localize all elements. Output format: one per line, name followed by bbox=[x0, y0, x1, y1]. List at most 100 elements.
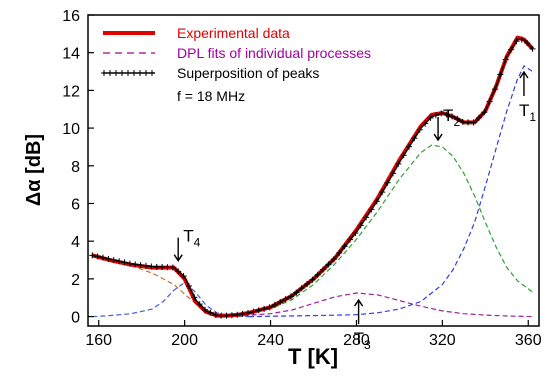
x-ticks: 160 200 240 280 320 360 bbox=[85, 320, 542, 349]
legend-plus-point bbox=[143, 70, 149, 76]
superposition-point bbox=[234, 311, 241, 318]
legend-plus-point bbox=[113, 70, 119, 76]
superposition-point bbox=[304, 280, 311, 287]
superposition-point bbox=[212, 312, 219, 319]
superposition-point bbox=[320, 266, 327, 273]
y-tick-label: 0 bbox=[71, 310, 80, 327]
superposition-point bbox=[432, 112, 439, 119]
superposition-point bbox=[153, 263, 160, 270]
superposition-point bbox=[196, 301, 203, 308]
superposition-point bbox=[250, 308, 257, 315]
superposition-point bbox=[497, 71, 504, 78]
superposition-point bbox=[341, 243, 348, 250]
superposition-point bbox=[169, 264, 176, 271]
superposition-point bbox=[293, 289, 300, 296]
plot-frame bbox=[87, 14, 540, 327]
series-superposition-line bbox=[92, 38, 534, 317]
series-fit-line-5 bbox=[249, 65, 533, 318]
superposition-point bbox=[389, 170, 396, 177]
y-tick-label: 2 bbox=[71, 272, 80, 289]
x-tick-label: 240 bbox=[257, 332, 284, 349]
superposition-point bbox=[400, 152, 407, 159]
legend-label-experimental: Experimental data bbox=[177, 25, 290, 41]
superposition-point bbox=[309, 276, 316, 283]
superposition-point bbox=[89, 252, 96, 259]
superposition-point bbox=[486, 98, 493, 105]
superposition-point bbox=[223, 312, 230, 319]
superposition-point bbox=[239, 310, 246, 317]
y-tick-label: 4 bbox=[71, 234, 80, 251]
superposition-point bbox=[502, 56, 509, 63]
superposition-point bbox=[325, 261, 332, 268]
superposition-point bbox=[142, 262, 149, 269]
superposition-point bbox=[508, 46, 515, 53]
superposition-point bbox=[470, 119, 477, 126]
superposition-point bbox=[266, 304, 273, 311]
superposition-point bbox=[373, 198, 380, 205]
y-axis-title: Δα [dB] bbox=[23, 134, 45, 206]
superposition-point bbox=[100, 254, 107, 261]
series-fit-line-1 bbox=[92, 254, 250, 318]
superposition-point bbox=[164, 264, 171, 271]
superposition-point bbox=[449, 113, 456, 120]
superposition-point bbox=[513, 38, 520, 45]
y-tick-label: 16 bbox=[62, 8, 80, 25]
superposition-point bbox=[121, 259, 128, 266]
arrow-down-icon bbox=[433, 117, 443, 142]
superposition-point bbox=[244, 309, 251, 316]
superposition-point bbox=[352, 230, 359, 237]
superposition-point bbox=[443, 111, 450, 118]
superposition-point bbox=[277, 299, 284, 306]
superposition-point bbox=[336, 249, 343, 256]
superposition-point bbox=[518, 36, 525, 43]
series-superposition-markers bbox=[89, 36, 536, 319]
arrow-up-icon bbox=[354, 298, 364, 325]
superposition-point bbox=[368, 206, 375, 213]
x-tick-label: 200 bbox=[171, 332, 198, 349]
superposition-point bbox=[180, 273, 187, 280]
x-tick-label: 360 bbox=[515, 332, 542, 349]
superposition-point bbox=[287, 293, 294, 300]
superposition-point bbox=[357, 222, 364, 229]
legend-plus-point bbox=[125, 70, 131, 76]
superposition-point bbox=[395, 160, 402, 167]
superposition-point bbox=[384, 179, 391, 186]
legend-plus-point bbox=[119, 70, 125, 76]
superposition-point bbox=[132, 261, 139, 268]
legend-marker-superposition bbox=[101, 70, 155, 76]
superposition-point bbox=[261, 305, 268, 312]
superposition-point bbox=[406, 143, 413, 150]
series-fit-line-3 bbox=[227, 292, 533, 318]
superposition-point bbox=[218, 312, 225, 319]
legend: Experimental data DPL fits of individual… bbox=[101, 25, 371, 104]
legend-label-dpl: DPL fits of individual processes bbox=[177, 45, 371, 61]
y-tick-label: 14 bbox=[62, 46, 80, 63]
peak-label: T4 bbox=[183, 227, 200, 250]
superposition-point bbox=[416, 126, 423, 133]
arrow-down-icon bbox=[173, 237, 183, 262]
superposition-point bbox=[159, 264, 166, 271]
superposition-point bbox=[481, 109, 488, 116]
superposition-point bbox=[105, 255, 112, 262]
peak-annotation-1: T1 bbox=[519, 70, 536, 124]
y-tick-label: 8 bbox=[71, 159, 80, 176]
superposition-point bbox=[363, 214, 370, 221]
peak-label: T1 bbox=[519, 101, 536, 124]
superposition-point bbox=[110, 257, 117, 264]
superposition-point bbox=[529, 45, 536, 52]
superposition-point bbox=[255, 307, 262, 314]
x-axis-title: T [K] bbox=[288, 344, 338, 369]
superposition-point bbox=[137, 262, 144, 269]
superposition-point bbox=[438, 110, 445, 117]
superposition-point bbox=[454, 116, 461, 123]
legend-plus-point bbox=[149, 70, 155, 76]
superposition-point bbox=[148, 263, 155, 270]
superposition-point bbox=[411, 135, 418, 142]
superposition-point bbox=[207, 309, 214, 316]
x-tick-label: 320 bbox=[429, 332, 456, 349]
superposition-point bbox=[175, 268, 182, 275]
y-tick-label: 6 bbox=[71, 196, 80, 213]
superposition-point bbox=[126, 260, 133, 267]
series-fit-line-2 bbox=[92, 281, 250, 318]
